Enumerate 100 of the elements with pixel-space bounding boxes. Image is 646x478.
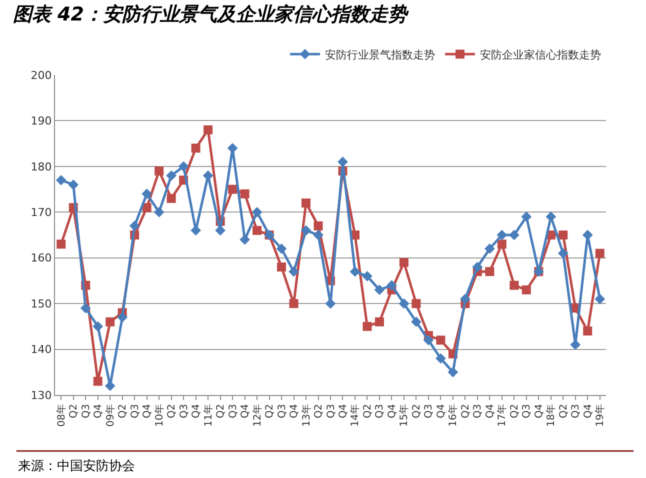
point: [80, 302, 91, 314]
y-tick-label: 160: [30, 252, 52, 265]
point: [154, 206, 164, 218]
point: [228, 184, 238, 194]
x-tick-label: Q2: [314, 404, 325, 418]
point: [508, 230, 520, 240]
point: [142, 203, 152, 212]
point: [570, 340, 581, 350]
point: [472, 262, 483, 272]
point: [546, 212, 556, 222]
x-tick-label: Q3: [130, 404, 141, 418]
point: [314, 221, 323, 230]
point: [129, 220, 140, 232]
x-tick-label: Q2: [118, 404, 129, 418]
point: [313, 230, 324, 240]
x-tick-label: 16年: [447, 404, 460, 427]
point: [448, 366, 458, 378]
x-tick-label: Q2: [264, 404, 276, 418]
point: [252, 206, 262, 218]
point: [288, 266, 299, 277]
x-tick-label: Q2: [460, 404, 472, 418]
point: [92, 321, 104, 332]
y-tick-label: 150: [30, 297, 52, 310]
point: [594, 294, 606, 304]
point: [252, 226, 262, 235]
x-tick-label: Q2: [362, 404, 374, 418]
point: [411, 316, 422, 328]
point: [302, 198, 311, 208]
point: [583, 326, 592, 336]
point: [595, 248, 604, 258]
point: [362, 270, 372, 282]
x-tick-label: Q2: [68, 404, 80, 418]
point: [484, 244, 495, 254]
point: [93, 376, 102, 386]
point: [106, 317, 115, 326]
point: [166, 170, 177, 181]
x-tick-label: Q4: [534, 404, 545, 418]
point: [350, 266, 360, 277]
x-tick-label: 08年: [55, 404, 68, 427]
point: [521, 212, 532, 222]
x-tick-label: Q4: [240, 404, 252, 418]
x-tick-label: Q3: [522, 404, 533, 418]
y-tick-label: 140: [30, 343, 52, 356]
x-tick-label: Q4: [142, 404, 154, 418]
point: [227, 142, 238, 154]
point: [56, 240, 66, 249]
point: [558, 248, 568, 258]
x-tick-label: 18年: [545, 404, 558, 427]
point: [300, 225, 312, 236]
point: [497, 240, 506, 249]
point: [485, 267, 494, 276]
legend-label: 安防行业景气指数走势: [325, 48, 435, 62]
x-tick-label: Q4: [436, 404, 447, 418]
x-tick-label: 13年: [300, 404, 312, 427]
point: [142, 188, 152, 200]
x-tick-label: 19年: [594, 404, 606, 427]
x-tick-label: Q2: [509, 404, 520, 418]
point: [276, 244, 287, 254]
point: [68, 180, 79, 190]
x-tick-label: 14年: [349, 404, 362, 427]
x-tick-label: Q3: [570, 404, 582, 418]
x-tick-label: 09年: [104, 404, 116, 427]
point: [374, 284, 385, 296]
x-tick-label: Q4: [93, 404, 104, 418]
x-tick-label: Q3: [178, 404, 190, 418]
point: [386, 280, 397, 290]
x-tick-label: Q2: [216, 404, 227, 418]
point: [399, 258, 408, 267]
x-tick-label: Q2: [411, 404, 422, 418]
x-tick-label: Q4: [582, 404, 594, 418]
source-note: 来源：中国安防协会: [18, 458, 135, 474]
point: [398, 298, 410, 309]
y-tick-label: 200: [30, 68, 52, 82]
x-tick-label: Q3: [80, 404, 92, 418]
point: [204, 125, 213, 134]
x-tick-label: Q2: [166, 404, 178, 418]
x-tick-label: 10年: [153, 404, 166, 427]
y-tick-label: 170: [30, 206, 52, 219]
point: [191, 144, 200, 153]
x-tick-label: 17年: [496, 404, 508, 427]
point: [277, 262, 286, 272]
point: [289, 299, 298, 308]
x-tick-label: Q4: [191, 404, 202, 418]
x-tick-label: Q3: [374, 404, 386, 418]
x-tick-label: Q4: [386, 404, 398, 418]
x-tick-label: Q3: [276, 404, 288, 418]
x-tick-label: Q3: [228, 404, 239, 418]
x-tick-label: 15年: [398, 404, 410, 427]
chart-title: 图表 42：安防行业景气及企业家信心指数走势: [12, 3, 409, 26]
x-tick-label: Q3: [472, 404, 484, 418]
point: [240, 189, 250, 198]
legend-label: 安防企业家信心指数走势: [480, 48, 601, 62]
x-tick-label: Q4: [484, 404, 496, 418]
point: [423, 334, 434, 346]
point: [496, 230, 508, 240]
point: [522, 285, 531, 294]
y-tick-label: 130: [30, 388, 52, 402]
x-tick-label: Q2: [558, 404, 570, 418]
point: [338, 156, 348, 168]
y-tick-label: 180: [30, 160, 52, 174]
